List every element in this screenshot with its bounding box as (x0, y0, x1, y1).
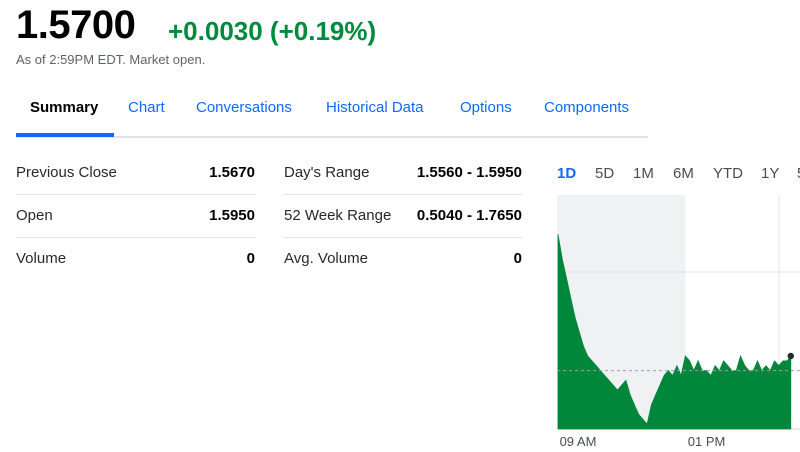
tab-conversations[interactable]: Conversations (196, 99, 292, 116)
tab-components[interactable]: Components (544, 99, 630, 116)
active-tab-indicator (16, 133, 114, 137)
x-tick-label: 01 PM (688, 434, 726, 449)
range-6m[interactable]: 6M (673, 165, 694, 182)
tab-summary[interactable]: Summary (30, 99, 99, 116)
range-1d[interactable]: 1D (557, 165, 577, 182)
stat-row-days-range: Day's Range 1.5560 - 1.5950 (284, 152, 522, 195)
range-1m[interactable]: 1M (633, 165, 654, 182)
stat-value: 1.5670 (209, 164, 255, 181)
stat-value: 1.5560 - 1.5950 (416, 164, 522, 181)
stat-value: 0 (246, 250, 255, 267)
stat-row-52-week-range: 52 Week Range 0.5040 - 1.7650 (284, 195, 522, 238)
tab-chart[interactable]: Chart (128, 99, 165, 116)
price-area-series (557, 234, 792, 430)
range-5d[interactable]: 5D (595, 165, 615, 182)
stat-row-avg-volume: Avg. Volume 0 (284, 238, 522, 280)
stat-label: Day's Range (284, 164, 370, 181)
intraday-price-chart[interactable]: 09 AM 01 PM (540, 180, 800, 452)
stat-label: Open (16, 207, 53, 224)
stat-value: 0 (513, 250, 522, 267)
stat-value: 1.5950 (209, 207, 255, 224)
tab-options[interactable]: Options (460, 99, 512, 116)
quote-change: +0.0030 (+0.19%) (168, 16, 377, 46)
range-1y[interactable]: 1Y (761, 165, 780, 182)
stat-label: Previous Close (16, 164, 117, 181)
stat-label: 52 Week Range (284, 207, 392, 224)
last-price-marker (787, 352, 794, 360)
stat-label: Volume (16, 250, 67, 267)
stat-label: Avg. Volume (284, 250, 368, 267)
stat-row-volume: Volume 0 (16, 238, 255, 280)
range-ytd[interactable]: YTD (713, 165, 743, 182)
stat-row-open: Open 1.5950 (16, 195, 255, 238)
x-tick-label: 09 AM (560, 434, 597, 449)
quote-price: 1.5700 (16, 3, 136, 47)
quote-nav-tabs: Summary Chart Conversations Historical D… (16, 88, 648, 138)
tab-historical-data[interactable]: Historical Data (326, 99, 424, 116)
stat-row-previous-close: Previous Close 1.5670 (16, 152, 255, 195)
quote-timestamp: As of 2:59PM EDT. Market open. (16, 52, 206, 67)
stat-value: 0.5040 - 1.7650 (416, 207, 522, 224)
range-5y[interactable]: 5 (797, 165, 800, 182)
